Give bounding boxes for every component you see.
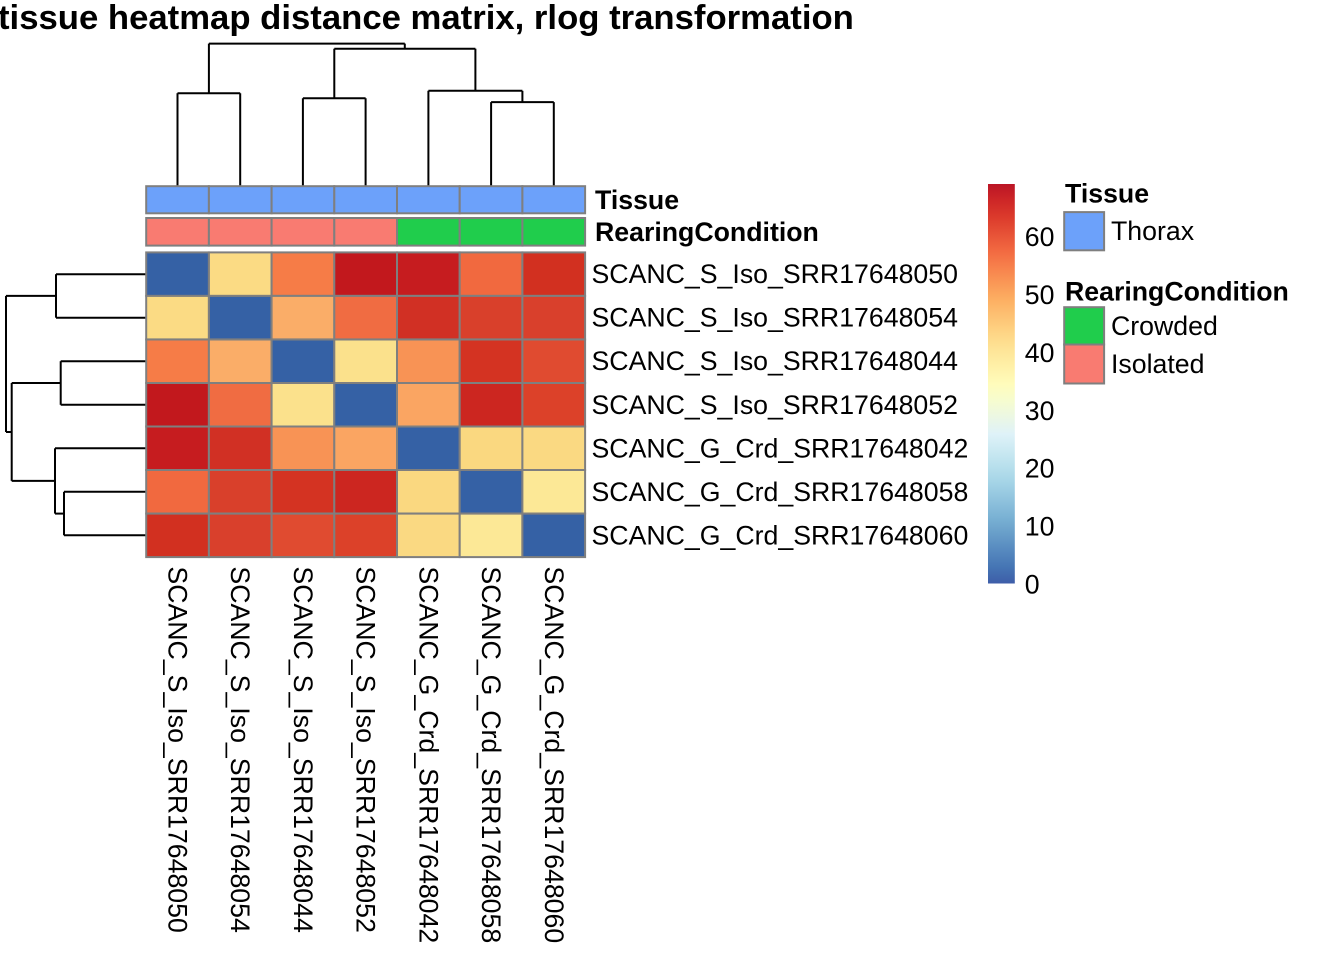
svg-text:Tissue: Tissue [1065, 179, 1149, 209]
svg-text:50: 50 [1025, 280, 1055, 310]
svg-text:SCANC_G_Crd_SRR17648058: SCANC_G_Crd_SRR17648058 [476, 566, 506, 943]
svg-text:tissue heatmap distance matrix: tissue heatmap distance matrix, rlog tra… [0, 0, 854, 37]
svg-text:20: 20 [1025, 454, 1055, 484]
svg-text:SCANC_G_Crd_SRR17648058: SCANC_G_Crd_SRR17648058 [592, 477, 969, 507]
svg-text:40: 40 [1025, 338, 1055, 368]
svg-text:RearingCondition: RearingCondition [595, 217, 819, 247]
svg-text:SCANC_G_Crd_SRR17648042: SCANC_G_Crd_SRR17648042 [413, 566, 443, 943]
svg-text:10: 10 [1025, 512, 1055, 542]
svg-text:SCANC_S_Iso_SRR17648052: SCANC_S_Iso_SRR17648052 [351, 566, 381, 932]
svg-text:SCANC_S_Iso_SRR17648050: SCANC_S_Iso_SRR17648050 [592, 259, 958, 289]
svg-text:Isolated: Isolated [1111, 349, 1204, 379]
svg-text:SCANC_G_Crd_SRR17648060: SCANC_G_Crd_SRR17648060 [539, 566, 569, 943]
svg-text:Crowded: Crowded [1111, 311, 1218, 341]
svg-text:0: 0 [1025, 570, 1040, 600]
svg-text:30: 30 [1025, 396, 1055, 426]
svg-text:SCANC_S_Iso_SRR17648052: SCANC_S_Iso_SRR17648052 [592, 390, 958, 420]
svg-text:SCANC_S_Iso_SRR17648054: SCANC_S_Iso_SRR17648054 [225, 566, 255, 933]
svg-text:SCANC_S_Iso_SRR17648050: SCANC_S_Iso_SRR17648050 [163, 566, 193, 932]
svg-text:Thorax: Thorax [1111, 216, 1195, 246]
svg-text:SCANC_G_Crd_SRR17648042: SCANC_G_Crd_SRR17648042 [592, 433, 969, 463]
svg-text:Tissue: Tissue [595, 185, 679, 215]
svg-text:SCANC_S_Iso_SRR17648044: SCANC_S_Iso_SRR17648044 [288, 566, 318, 933]
svg-text:SCANC_S_Iso_SRR17648044: SCANC_S_Iso_SRR17648044 [592, 346, 959, 376]
svg-text:60: 60 [1025, 222, 1055, 252]
svg-text:SCANC_S_Iso_SRR17648054: SCANC_S_Iso_SRR17648054 [592, 303, 959, 333]
svg-text:SCANC_G_Crd_SRR17648060: SCANC_G_Crd_SRR17648060 [592, 520, 969, 550]
svg-text:RearingCondition: RearingCondition [1065, 277, 1289, 307]
